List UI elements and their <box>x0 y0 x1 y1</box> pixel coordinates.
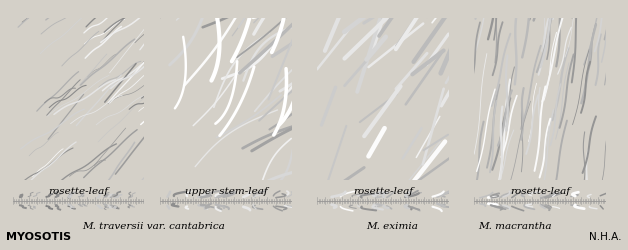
Text: rosette-leaf: rosette-leaf <box>353 188 413 196</box>
Text: rosette-leaf: rosette-leaf <box>48 188 109 196</box>
Text: M. eximia: M. eximia <box>367 222 418 231</box>
Text: MYOSOTIS: MYOSOTIS <box>6 232 72 242</box>
Text: M. traversii var. cantabrica: M. traversii var. cantabrica <box>82 222 225 231</box>
Text: M. macrantha: M. macrantha <box>478 222 552 231</box>
Text: N.H.A.: N.H.A. <box>589 232 622 242</box>
Text: upper stem-leaf: upper stem-leaf <box>185 188 268 196</box>
Text: rosette-leaf: rosette-leaf <box>510 188 570 196</box>
